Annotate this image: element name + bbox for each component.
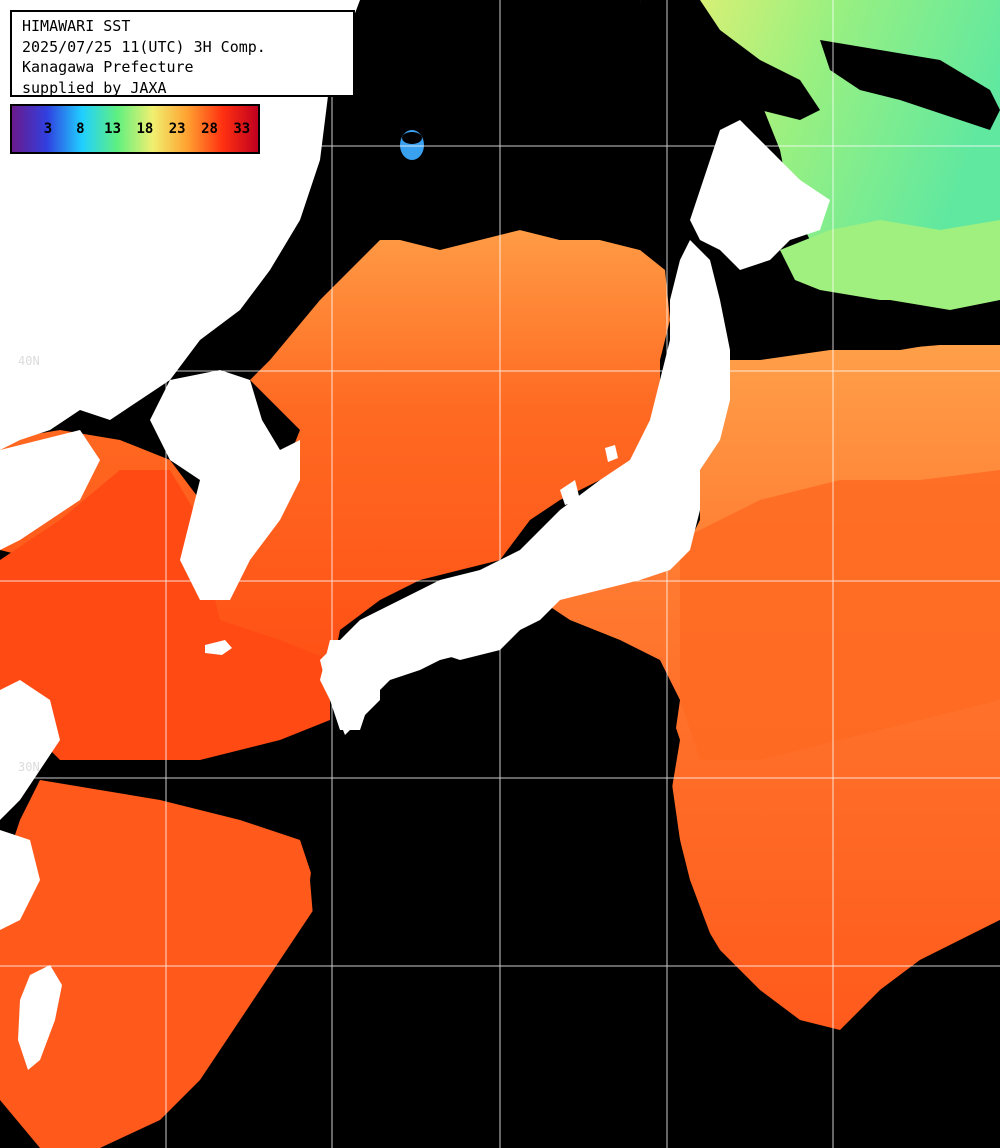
map-info-box: HIMAWARI SST 2025/07/25 11(UTC) 3H Comp.… (10, 10, 355, 97)
small-island-north-core (402, 132, 422, 144)
jeju-island (205, 640, 232, 655)
china-coast (0, 430, 100, 930)
legend-tick-label: 23 (168, 121, 186, 137)
lat-label-30n: 30N (18, 760, 40, 774)
kuroshio-warm-band (680, 470, 1000, 760)
cloud-mask-southeast (820, 920, 1000, 1148)
shikoku (420, 600, 520, 660)
legend-tick-label: 3 (43, 121, 53, 137)
cloud-mask-pacific-south (310, 650, 820, 1148)
map-credit: supplied by JAXA (22, 78, 167, 97)
map-title: HIMAWARI SST (22, 17, 131, 35)
legend-tick-label: 13 (104, 121, 122, 137)
legend-tick-label: 33 (233, 121, 251, 137)
cloud-mask-north-pacific (770, 270, 1000, 350)
taiwan (18, 965, 62, 1070)
tsugaru-green-patch (780, 220, 1000, 310)
legend-tick-label: 28 (201, 121, 218, 137)
sado-island (605, 445, 618, 462)
legend-ticks: 3 8 13 18 23 28 33 (12, 106, 258, 152)
kyushu (320, 640, 380, 735)
lat-label-40n: 40N (18, 354, 40, 368)
map-region: Kanagawa Prefecture (22, 58, 194, 76)
cloud-mask-north (280, 0, 760, 250)
noto-peninsula (560, 480, 580, 505)
map-datetime: 2025/07/25 11(UTC) 3H Comp. (22, 37, 266, 56)
legend-tick-label: 8 (76, 121, 85, 137)
yellow-sea-sst (0, 470, 330, 760)
sakhalin-hokkaido (690, 120, 830, 270)
honshu (320, 240, 730, 730)
korea-peninsula (150, 370, 300, 600)
temperature-color-legend: 3 8 13 18 23 28 33 (10, 104, 260, 154)
legend-tick-label: 18 (136, 121, 154, 137)
cloud-mask-okhotsk-2 (640, 0, 820, 120)
cloud-mask-okhotsk (820, 40, 1000, 130)
east-china-sea-sst (0, 780, 320, 1148)
